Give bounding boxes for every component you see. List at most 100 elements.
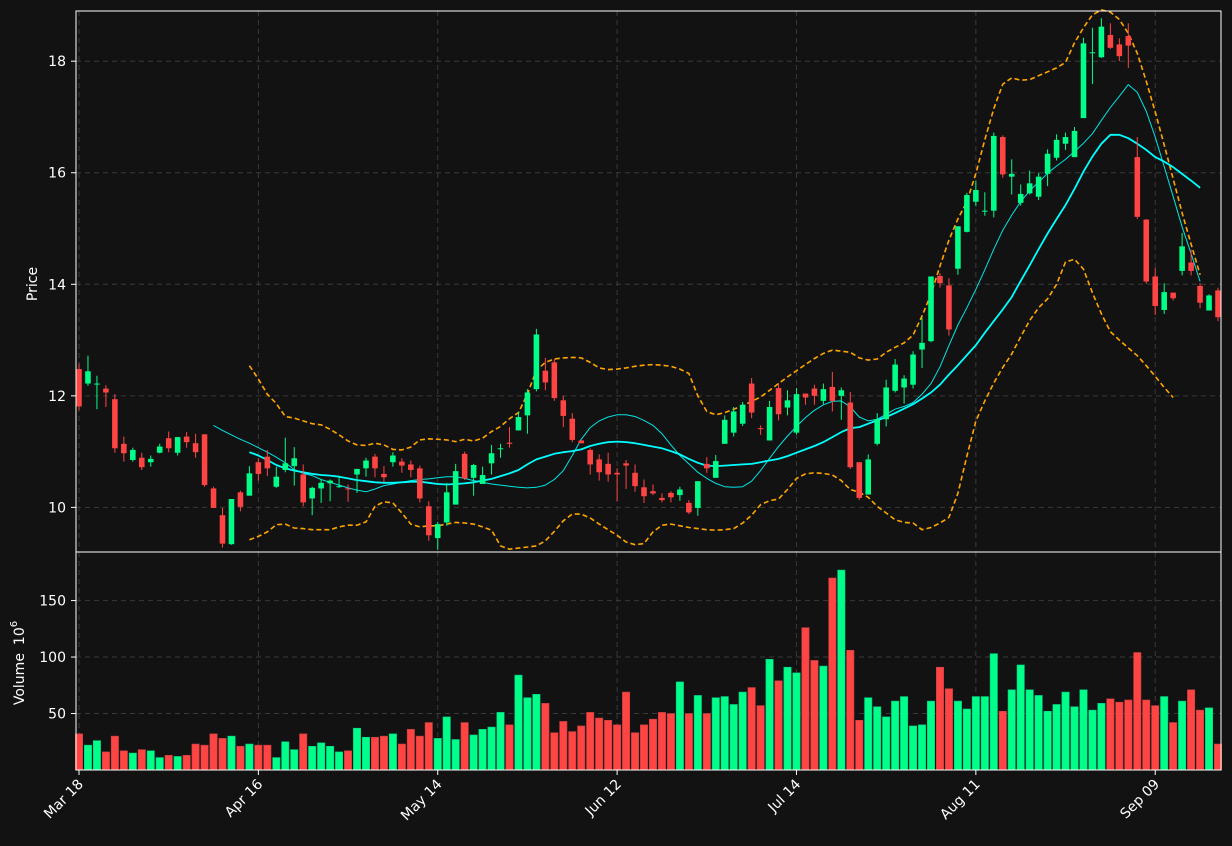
candle-body xyxy=(273,476,280,487)
candle-body xyxy=(497,448,504,450)
candle-body xyxy=(748,383,755,413)
candle-body xyxy=(381,473,387,478)
volume-bar xyxy=(541,703,550,771)
candle-body xyxy=(165,438,172,449)
volume-bar xyxy=(281,741,290,771)
moving-average-slow-line xyxy=(249,133,1201,486)
volume-bar xyxy=(1196,709,1205,771)
candle-body xyxy=(506,442,513,444)
candle-body xyxy=(1008,173,1015,177)
candle-body xyxy=(1197,285,1203,303)
candle-body xyxy=(659,497,665,501)
candle-body xyxy=(1188,262,1194,271)
volume-bar xyxy=(424,722,433,771)
volume-bar xyxy=(110,735,119,771)
candle-body xyxy=(730,411,737,433)
candle-body xyxy=(999,137,1006,175)
volume-bar xyxy=(83,744,92,771)
volume-bar xyxy=(128,752,137,771)
volume-bar xyxy=(227,735,236,771)
volume-bar xyxy=(873,706,882,771)
candle-body xyxy=(363,460,369,469)
volume-bar xyxy=(1097,703,1106,771)
candle-body xyxy=(569,418,576,440)
volume-bar xyxy=(935,666,944,771)
volume-bar xyxy=(137,749,146,771)
volume-bar xyxy=(523,697,532,771)
volume-bar xyxy=(209,733,218,771)
volume-axis-scale-exponent: 6 xyxy=(9,621,20,627)
volume-axis-title-text: Volume xyxy=(12,653,28,705)
candle-body xyxy=(695,481,701,508)
candle-body xyxy=(309,487,315,499)
candle-body xyxy=(605,463,611,475)
volume-bar xyxy=(684,713,693,771)
volume-bar xyxy=(272,757,281,771)
volume-bar xyxy=(783,666,792,771)
candle-body xyxy=(766,406,773,441)
volume-bar xyxy=(666,713,675,771)
volume-bar xyxy=(344,750,353,771)
volume-bar xyxy=(1025,689,1034,771)
candle-body xyxy=(865,459,872,495)
candle-body xyxy=(551,362,558,399)
candle-body xyxy=(757,428,764,430)
candle-body xyxy=(964,195,970,232)
volume-bar xyxy=(1115,701,1124,771)
volume-axis-scale-base: 10 xyxy=(12,627,28,645)
candle-body xyxy=(399,461,405,466)
candle-body xyxy=(802,393,809,398)
candle-body xyxy=(1098,26,1105,58)
candle-body xyxy=(434,524,441,539)
candle-body xyxy=(452,471,459,505)
volume-bar xyxy=(649,718,657,771)
candle-body xyxy=(641,487,647,497)
volume-bar xyxy=(980,696,989,771)
candle-body xyxy=(183,436,190,443)
volume-bar xyxy=(577,725,586,771)
candle-body xyxy=(1125,36,1132,46)
volume-bar xyxy=(702,713,711,771)
volume-bar xyxy=(693,695,702,771)
candle-body xyxy=(578,440,585,444)
candle-body xyxy=(112,399,118,449)
candle-body xyxy=(1026,183,1033,194)
price-axis-title: Price xyxy=(25,267,41,301)
candle-body xyxy=(408,464,414,471)
volume-bar xyxy=(631,732,640,771)
volume-bar xyxy=(1034,695,1043,771)
candle-body xyxy=(1116,44,1123,57)
candle-body xyxy=(1206,295,1212,311)
volume-bar xyxy=(505,724,514,771)
volume-bar xyxy=(720,696,729,771)
volume-bar xyxy=(855,720,864,771)
candle-body xyxy=(856,462,863,498)
candle-body xyxy=(1017,193,1024,203)
volume-bar xyxy=(182,755,191,771)
volume-bar xyxy=(792,672,801,771)
volume-bar xyxy=(1151,705,1160,771)
volume-bar xyxy=(397,743,406,771)
volume-bar xyxy=(998,710,1007,771)
candle-body xyxy=(937,275,943,284)
candle-body xyxy=(614,472,620,475)
candle-body xyxy=(138,457,145,468)
candle-body xyxy=(85,371,91,384)
volume-bar xyxy=(568,731,577,771)
candle-body xyxy=(156,446,163,453)
candle-body xyxy=(829,386,836,401)
volume-bar xyxy=(290,749,299,771)
volume-bar xyxy=(218,738,227,771)
candle-body xyxy=(632,472,638,487)
volume-bar xyxy=(927,700,935,771)
candle-body xyxy=(991,135,997,211)
candle-body xyxy=(650,491,656,494)
volume-panel-frame xyxy=(75,551,1222,771)
volume-bar xyxy=(1088,709,1097,771)
bollinger-upper-line xyxy=(248,9,1201,451)
volume-bar xyxy=(155,757,164,771)
candle-body xyxy=(560,400,567,416)
volume-bar xyxy=(1187,689,1196,771)
candle-body xyxy=(147,458,154,463)
